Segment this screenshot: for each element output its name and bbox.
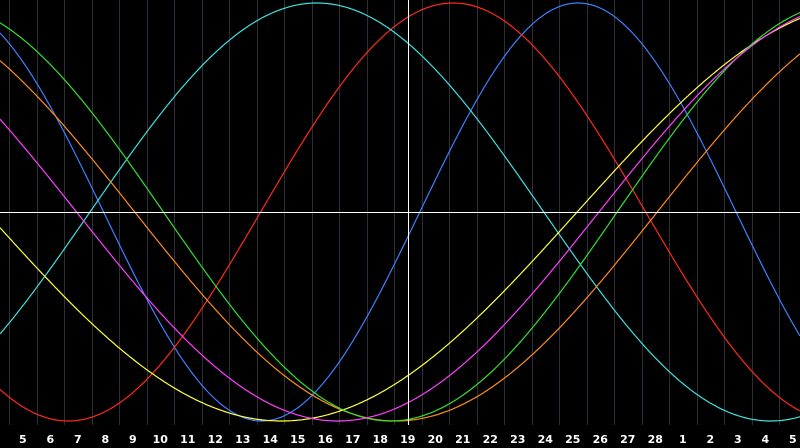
- x-tick-label: 2: [706, 433, 714, 446]
- x-tick-label: 17: [345, 433, 360, 446]
- x-tick-label: 22: [483, 433, 498, 446]
- x-tick-label: 16: [318, 433, 334, 446]
- x-tick-label: 13: [235, 433, 250, 446]
- x-tick-label: 3: [734, 433, 742, 446]
- x-tick-label: 24: [538, 433, 554, 446]
- x-tick-label: 20: [428, 433, 444, 446]
- series-line-3: [0, 2, 800, 422]
- x-tick-label: 5: [19, 433, 27, 446]
- x-tick-label: 8: [101, 433, 109, 446]
- x-tick-label: 26: [593, 433, 609, 446]
- series-line-7: [0, 16, 800, 422]
- x-tick-label: 6: [46, 433, 54, 446]
- x-tick-label: 15: [290, 433, 305, 446]
- series-line-5: [0, 17, 800, 422]
- x-tick-label: 14: [263, 433, 279, 446]
- x-tick-label: 1: [679, 433, 687, 446]
- x-tick-label: 25: [565, 433, 580, 446]
- x-tick-label: 11: [180, 433, 195, 446]
- series-line-6: [0, 12, 800, 422]
- x-tick-label: 18: [373, 433, 388, 446]
- x-tick-label: 9: [129, 433, 137, 446]
- x-tick-label: 21: [455, 433, 470, 446]
- series-line-1: [0, 2, 800, 422]
- x-tick-label: 5: [789, 433, 797, 446]
- x-tick-label: 19: [400, 433, 415, 446]
- x-tick-label: 10: [153, 433, 169, 446]
- series-group: [0, 2, 800, 422]
- x-axis-ticks: 5 6 7 8 9 10 11 12 13 14 15 16 17 18 19 20 21 22 23 24 25 26 2…: [19, 433, 797, 446]
- series-line-2: [0, 2, 800, 422]
- x-tick-label: 27: [620, 433, 635, 446]
- x-tick-label: 28: [648, 433, 663, 446]
- x-tick-label: 12: [208, 433, 223, 446]
- x-tick-label: 7: [74, 433, 82, 446]
- x-tick-label: 4: [761, 433, 769, 446]
- x-tick-label: 23: [510, 433, 525, 446]
